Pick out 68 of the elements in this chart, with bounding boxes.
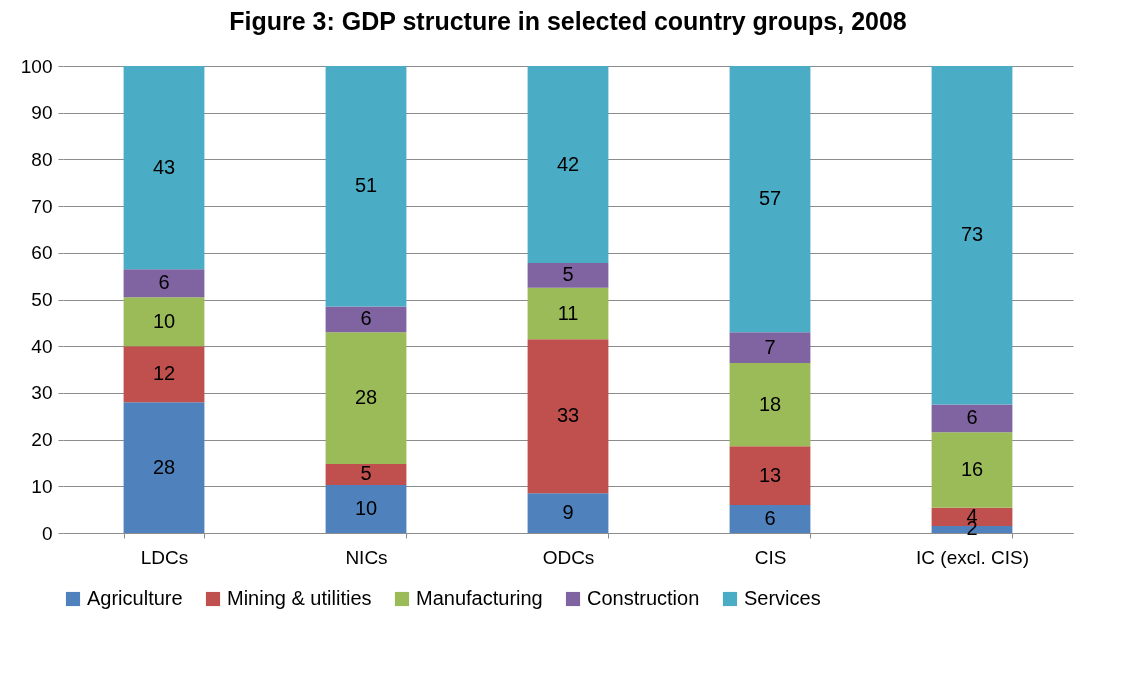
bar <box>325 463 407 485</box>
legend-label: Services <box>744 587 821 609</box>
data-label: 10 <box>152 309 176 332</box>
bar <box>527 287 609 340</box>
bar <box>325 66 407 307</box>
y-tick-label: 20 <box>31 429 53 451</box>
data-label: 28 <box>354 386 378 409</box>
bar <box>729 446 811 505</box>
data-label: 42 <box>556 152 580 175</box>
bar <box>729 363 811 447</box>
data-label: 6 <box>360 307 372 330</box>
y-tick-label: 70 <box>31 195 53 217</box>
bar <box>325 332 407 464</box>
x-tick-label: ODCs <box>542 546 595 568</box>
y-tick-label: 90 <box>31 102 53 124</box>
chart-title: Figure 3: GDP structure in selected country groups, 2008 <box>229 7 907 35</box>
bar <box>931 432 1013 508</box>
bar <box>123 346 205 403</box>
y-tick-label: 30 <box>31 382 53 404</box>
bar <box>123 402 205 533</box>
y-tick-label: 40 <box>31 335 53 357</box>
data-label: 51 <box>354 174 378 197</box>
bar <box>931 66 1013 405</box>
data-label: 13 <box>758 463 782 486</box>
data-label: 11 <box>557 301 579 324</box>
bar <box>123 66 205 270</box>
legend-label: Agriculture <box>87 587 183 609</box>
data-label: 18 <box>758 392 782 415</box>
y-tick-label: 80 <box>31 148 53 170</box>
data-label: 73 <box>960 223 984 246</box>
y-tick-label: 60 <box>31 242 53 264</box>
bar <box>729 66 811 333</box>
bar <box>729 332 811 364</box>
bar <box>325 306 407 333</box>
data-label: 5 <box>562 263 574 286</box>
bar <box>527 263 609 288</box>
legend-label: Manufacturing <box>416 587 543 609</box>
bar <box>729 504 811 533</box>
y-tick-label: 10 <box>31 475 53 497</box>
x-tick-label: LDCs <box>140 546 189 568</box>
data-label: 16 <box>960 457 984 480</box>
bar <box>527 339 609 494</box>
data-label: 57 <box>758 187 782 210</box>
legend-label: Construction <box>587 587 700 609</box>
y-tick-label: 50 <box>31 289 53 310</box>
y-tick-label: 100 <box>20 55 53 77</box>
data-label: 10 <box>354 496 378 519</box>
bar <box>527 66 609 264</box>
y-tick-label: 0 <box>41 522 53 544</box>
data-label: 5 <box>360 462 372 485</box>
data-label: 6 <box>158 271 170 294</box>
data-label: 33 <box>556 404 580 427</box>
bar <box>527 493 609 533</box>
data-label: 6 <box>764 506 776 529</box>
x-tick-label: CIS <box>754 546 787 568</box>
data-label: 7 <box>764 335 776 358</box>
x-tick-label: IC (excl. CIS) <box>916 546 1029 568</box>
bar <box>931 404 1013 433</box>
legend-label: Mining & utilities <box>227 587 372 609</box>
data-label: 6 <box>966 406 978 429</box>
data-label: 28 <box>152 455 176 478</box>
data-label: 12 <box>152 362 176 385</box>
bar <box>325 484 407 533</box>
bar <box>123 297 205 347</box>
bar <box>123 269 205 298</box>
data-label: 9 <box>562 501 574 524</box>
data-label: 43 <box>152 155 176 178</box>
x-tick-label: NICs <box>345 546 388 568</box>
